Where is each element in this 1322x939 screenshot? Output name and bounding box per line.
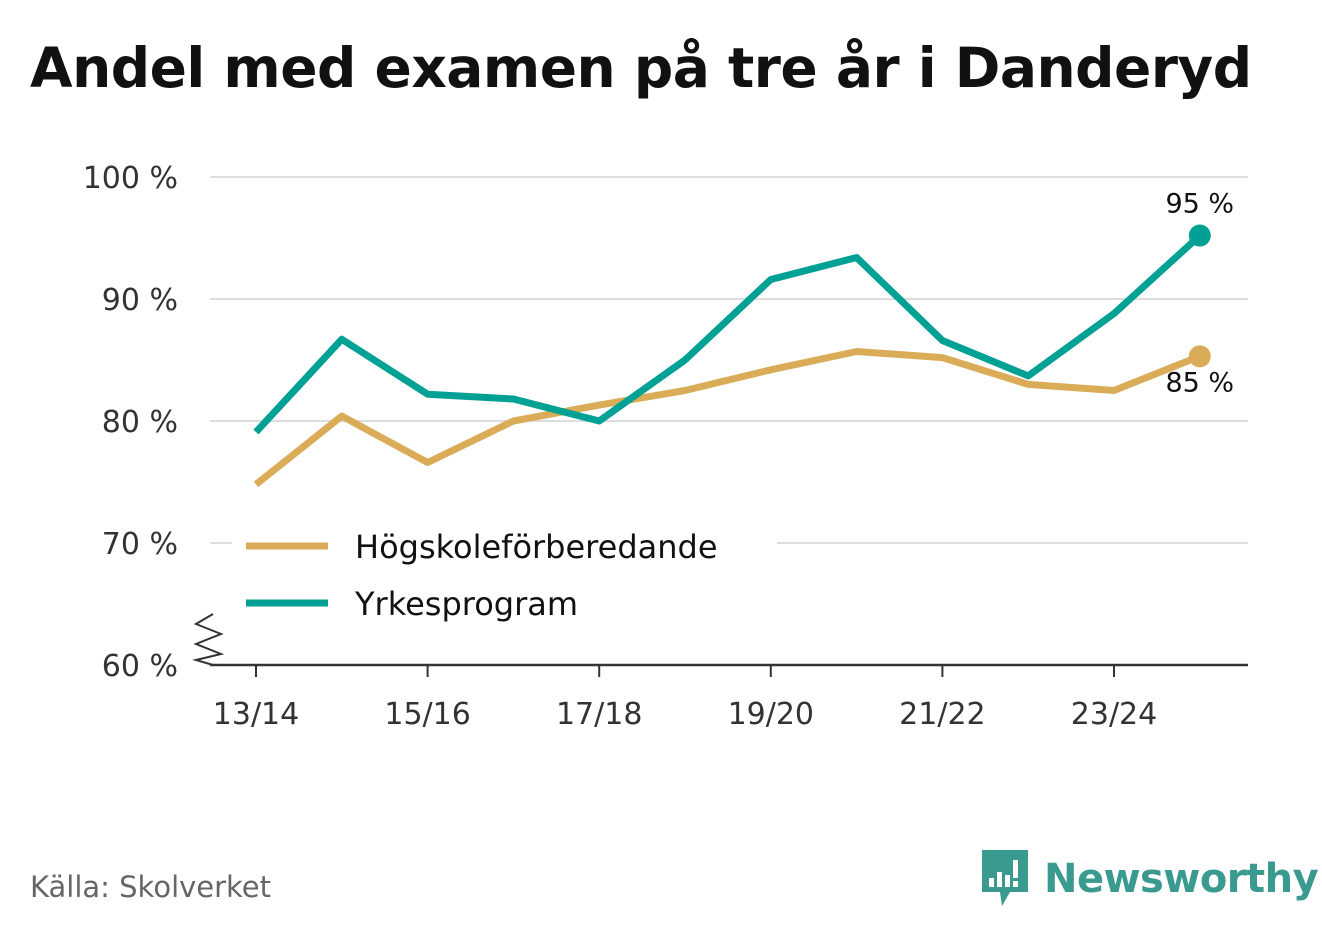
x-tick-label-19-20: 19/20 bbox=[728, 697, 814, 732]
y-tick-label-90: 90 % bbox=[102, 283, 178, 318]
y-tick-label-80: 80 % bbox=[102, 405, 178, 440]
chart-title: Andel med examen på tre år i Danderyd bbox=[30, 36, 1252, 100]
series-lines bbox=[253, 224, 1211, 488]
end-label-hogskoleforberedande: 85 % bbox=[1165, 367, 1234, 398]
axis-break-icon bbox=[192, 613, 225, 666]
x-tick-label-23-24: 23/24 bbox=[1071, 697, 1157, 732]
y-tick-label-100: 100 % bbox=[83, 161, 178, 196]
end-marker-yrkesprogram bbox=[1188, 224, 1211, 247]
gridlines bbox=[210, 176, 1248, 544]
legend: Högskoleförberedande Yrkesprogram bbox=[232, 515, 777, 633]
legend-label-hogskoleforberedande: Högskoleförberedande bbox=[355, 528, 718, 566]
source-note: Källa: Skolverket bbox=[30, 870, 272, 904]
legend-background bbox=[232, 515, 777, 633]
x-tick-label-13-14: 13/14 bbox=[213, 697, 299, 732]
x-tick-label-15-16: 15/16 bbox=[384, 697, 470, 732]
x-tick-label-21-22: 21/22 bbox=[899, 697, 985, 732]
y-tick-label-70: 70 % bbox=[102, 527, 178, 562]
line-chart: 60 % 70 % 80 % 90 % 100 % 13/14 15/16 17/18 19/2… bbox=[83, 161, 1248, 732]
y-tick-label-60: 60 % bbox=[102, 649, 178, 684]
newsworthy-logo-icon bbox=[982, 850, 1028, 906]
series-line-yrkesprogram bbox=[253, 233, 1203, 435]
end-marker-hogskoleforberedande bbox=[1188, 345, 1211, 368]
legend-label-yrkesprogram: Yrkesprogram bbox=[354, 585, 578, 623]
newsworthy-logo: Newsworthy bbox=[980, 848, 1319, 910]
newsworthy-logo-text: Newsworthy bbox=[1044, 856, 1319, 902]
end-label-yrkesprogram: 95 % bbox=[1165, 189, 1234, 220]
x-tick-label-17-18: 17/18 bbox=[556, 697, 642, 732]
end-labels: 85 % 95 % bbox=[1165, 189, 1234, 399]
axes: 60 % 70 % 80 % 90 % 100 % 13/14 15/16 17/18 19/2… bbox=[83, 161, 1248, 732]
series-line-hogskoleforberedande bbox=[253, 348, 1202, 488]
